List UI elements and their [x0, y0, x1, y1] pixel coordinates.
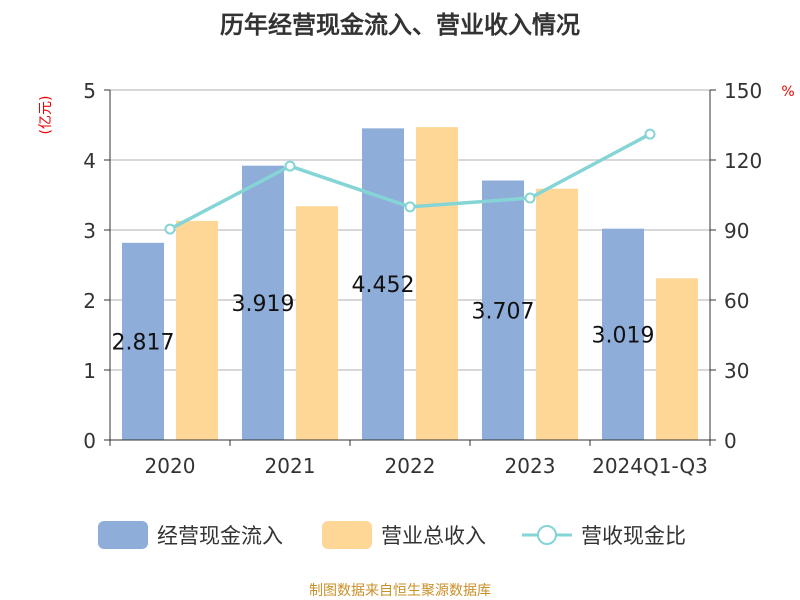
bar-cash-inflow — [122, 242, 164, 440]
x-tick-label: 2021 — [265, 454, 316, 478]
left-tick-label: 4 — [83, 149, 96, 173]
x-tick-label: 2023 — [505, 454, 556, 478]
legend-label-ratio[interactable]: 营收现金比 — [581, 524, 686, 548]
legend-marker-ratio — [537, 525, 557, 545]
left-tick-label: 3 — [83, 219, 96, 243]
ratio-point — [524, 192, 536, 204]
bar-value-label: 3.019 — [592, 323, 655, 348]
bar-value-label: 4.452 — [352, 273, 415, 298]
bar-value-label: 2.817 — [112, 330, 175, 355]
ratio-point — [644, 128, 656, 140]
x-tick-label: 2020 — [145, 454, 196, 478]
right-tick-label: 90 — [724, 219, 749, 243]
legend-label-revenue[interactable]: 营业总收入 — [381, 524, 486, 548]
left-tick-label: 0 — [83, 429, 96, 453]
left-tick-label: 5 — [83, 79, 96, 103]
chart-title: 历年经营现金流入、营业收入情况 — [220, 11, 580, 39]
legend-swatch-revenue — [322, 521, 372, 549]
left-tick-label: 2 — [83, 289, 96, 313]
bar-cash-inflow — [362, 128, 404, 441]
right-tick-label: 0 — [724, 429, 737, 453]
legend-swatch-cash-inflow — [98, 521, 148, 549]
right-tick-label: 30 — [724, 359, 749, 383]
bar-revenue — [536, 188, 578, 440]
bar-value-label: 3.707 — [472, 299, 535, 324]
bar-revenue — [176, 220, 218, 440]
ratio-point — [284, 160, 296, 172]
ratio-point — [164, 223, 176, 235]
bar-cash-inflow — [242, 165, 284, 441]
left-tick-label: 1 — [83, 359, 96, 383]
right-tick-label: 120 — [724, 149, 762, 173]
x-tick-label: 2024Q1-Q3 — [592, 454, 708, 478]
bar-cash-inflow — [602, 228, 644, 440]
source-note: 制图数据来自恒生聚源数据库 — [309, 583, 491, 599]
bar-cash-inflow — [482, 180, 524, 440]
bar-revenue — [656, 278, 698, 440]
bar-value-label: 3.919 — [232, 292, 295, 317]
right-tick-label: 60 — [724, 289, 749, 313]
bar-revenue — [416, 127, 458, 440]
right-axis-label: % — [781, 84, 794, 100]
ratio-point — [404, 201, 416, 213]
x-tick-label: 2022 — [385, 454, 436, 478]
legend-label-cash-inflow[interactable]: 经营现金流入 — [157, 524, 283, 548]
left-axis-label: (亿元) — [38, 96, 54, 135]
bar-revenue — [296, 206, 338, 440]
right-tick-label: 150 — [724, 79, 762, 103]
